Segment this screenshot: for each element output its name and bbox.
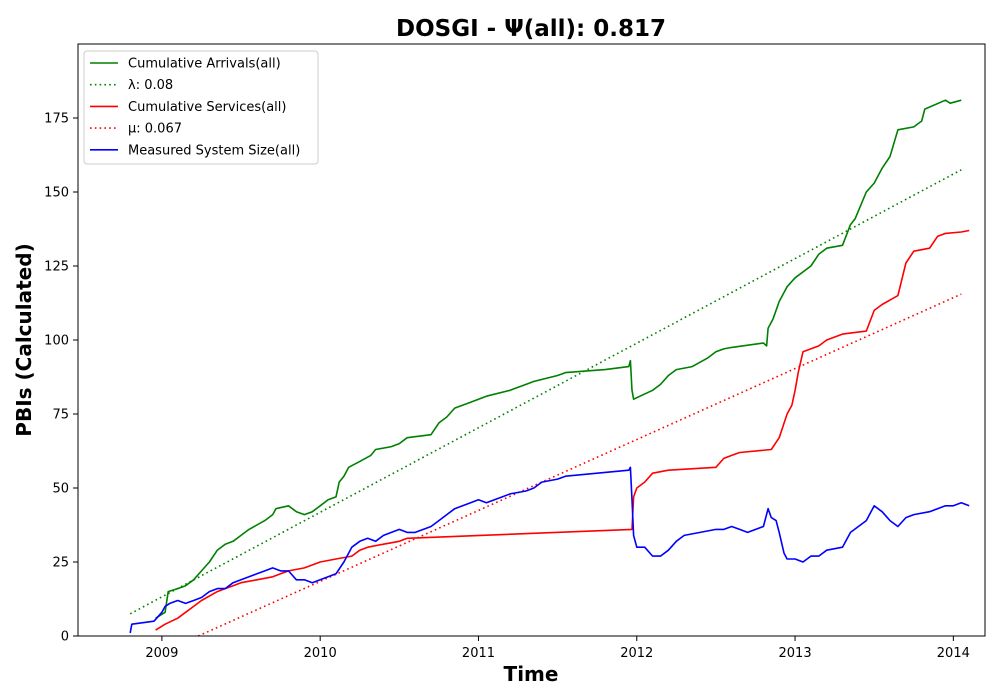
y-tick-label: 125 bbox=[44, 260, 69, 275]
series-line-1-0-08 bbox=[129, 169, 962, 615]
plot-lines bbox=[129, 99, 970, 637]
legend-label-measured-system-size-all: Measured System Size(all) bbox=[128, 143, 300, 158]
chart-title: DOSGI - Ψ(all): 0.817 bbox=[396, 16, 666, 42]
x-axis: 2009 2010 2011 2012 2013 2014 bbox=[145, 636, 970, 661]
y-axis: 0 25 50 75 100 125 150 175 bbox=[44, 112, 78, 645]
y-tick-label: 150 bbox=[44, 186, 69, 201]
series-line-0-cumulative-arrivals-all bbox=[155, 99, 962, 619]
x-tick-label: 2011 bbox=[462, 646, 495, 661]
y-tick-label: 100 bbox=[44, 334, 69, 349]
x-tick-label: 2014 bbox=[937, 646, 970, 661]
y-tick-label: 175 bbox=[44, 112, 69, 127]
legend-box bbox=[83, 50, 319, 165]
legend-label-0-08: λ: 0.08 bbox=[128, 78, 173, 93]
series-line-4-measured-system-size-all bbox=[129, 466, 970, 634]
series-line-2-cumulative-services-all bbox=[155, 229, 970, 631]
legend: Cumulative Arrivals(all) λ: 0.08 Cumulativ… bbox=[83, 50, 319, 165]
y-tick-label: 50 bbox=[52, 482, 69, 497]
x-tick-label: 2010 bbox=[304, 646, 337, 661]
legend-label-cumulative-services-all: Cumulative Services(all) bbox=[128, 100, 286, 115]
legend-label-cumulative-arrivals-all: Cumulative Arrivals(all) bbox=[128, 57, 281, 72]
series-line-3-0-067 bbox=[197, 293, 962, 637]
x-tick-label: 2009 bbox=[145, 646, 178, 661]
y-tick-label: 0 bbox=[61, 630, 69, 645]
y-tick-label: 25 bbox=[52, 556, 69, 571]
legend-label-0-067: μ: 0.067 bbox=[128, 122, 182, 137]
y-axis-label: PBIs (Calculated) bbox=[12, 243, 36, 436]
x-tick-label: 2013 bbox=[779, 646, 812, 661]
x-axis-label: Time bbox=[504, 662, 559, 686]
y-tick-label: 75 bbox=[52, 408, 69, 423]
x-tick-label: 2012 bbox=[620, 646, 653, 661]
